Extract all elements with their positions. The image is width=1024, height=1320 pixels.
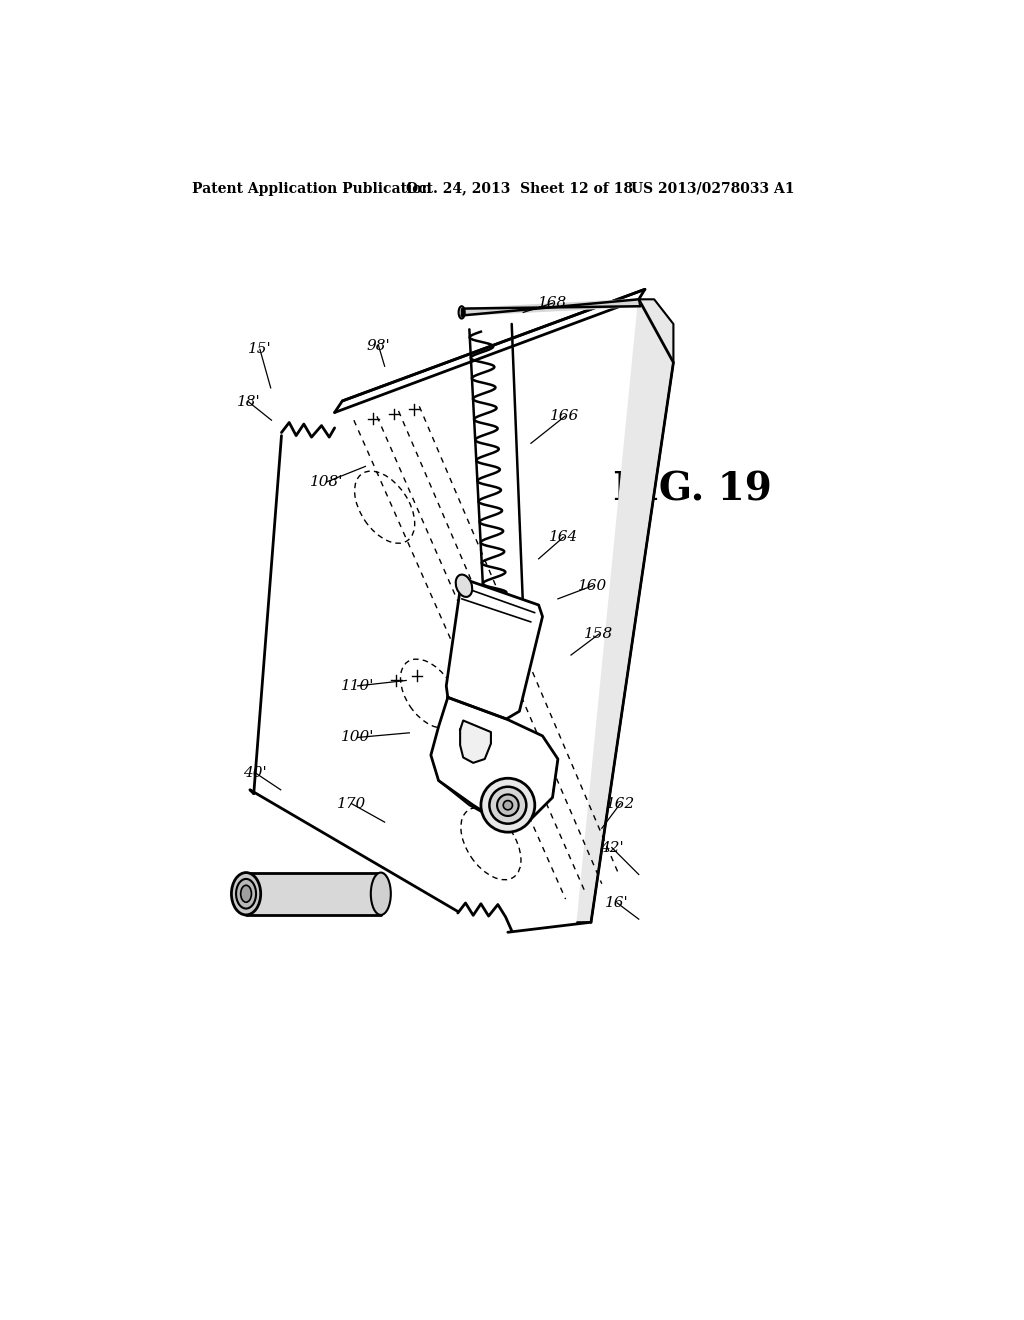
Text: 100': 100' [341, 730, 375, 744]
Ellipse shape [237, 879, 256, 908]
Text: US 2013/0278033 A1: US 2013/0278033 A1 [631, 182, 795, 195]
Ellipse shape [459, 306, 465, 318]
Text: 162: 162 [605, 797, 635, 810]
Ellipse shape [456, 574, 472, 597]
Text: Patent Application Publication: Patent Application Publication [193, 182, 432, 195]
Text: 16': 16' [605, 896, 629, 909]
Circle shape [497, 795, 518, 816]
Text: FIG. 19: FIG. 19 [613, 470, 772, 508]
Polygon shape [431, 697, 558, 822]
Text: 40': 40' [244, 766, 267, 780]
Polygon shape [578, 300, 674, 923]
Polygon shape [462, 300, 640, 315]
Polygon shape [460, 721, 490, 763]
Text: 170: 170 [337, 797, 367, 810]
Text: 166: 166 [550, 409, 580, 424]
Text: 168: 168 [538, 296, 567, 310]
Polygon shape [446, 581, 543, 719]
Ellipse shape [231, 873, 261, 915]
Text: 108': 108' [310, 475, 344, 488]
Circle shape [489, 787, 526, 824]
Text: Oct. 24, 2013  Sheet 12 of 18: Oct. 24, 2013 Sheet 12 of 18 [407, 182, 633, 195]
Text: 18': 18' [237, 395, 260, 409]
Polygon shape [335, 289, 645, 412]
Text: 42': 42' [600, 841, 624, 854]
Ellipse shape [371, 873, 391, 915]
Circle shape [503, 800, 512, 810]
Text: 164: 164 [549, 531, 578, 544]
Text: 110': 110' [341, 678, 375, 693]
Ellipse shape [241, 886, 252, 903]
Text: 160: 160 [578, 578, 607, 593]
Polygon shape [250, 300, 674, 932]
Text: 15': 15' [248, 342, 271, 356]
Text: 98': 98' [367, 338, 390, 352]
Text: 158: 158 [584, 627, 613, 642]
Polygon shape [246, 873, 381, 915]
Circle shape [481, 779, 535, 832]
